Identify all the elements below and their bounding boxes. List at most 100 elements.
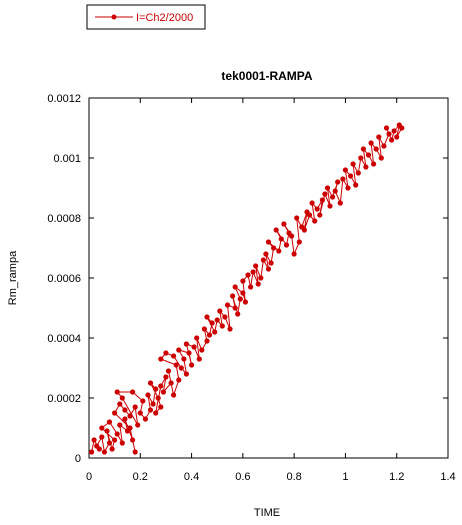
y-tick-label: 0.001 (53, 153, 81, 165)
data-point (232, 305, 238, 311)
data-point (381, 143, 387, 149)
data-point (106, 440, 113, 446)
data-point (199, 347, 205, 353)
data-point (94, 443, 100, 449)
y-tick-label: 0.0002 (47, 393, 81, 405)
data-point (130, 437, 136, 443)
data-point (147, 407, 154, 413)
x-tick-label: 0.6 (235, 471, 250, 483)
data-point (294, 215, 300, 221)
y-tick-label: 0.0006 (47, 273, 81, 285)
data-point (109, 446, 115, 452)
data-point (119, 395, 125, 401)
data-point (106, 419, 113, 425)
data-point (376, 134, 382, 140)
data-point (389, 137, 395, 143)
chart-title: tek0001-RAMPA (221, 69, 312, 83)
x-axis-label: TIME (254, 507, 280, 519)
data-point (340, 176, 346, 182)
data-point (224, 302, 231, 308)
data-point (273, 227, 279, 233)
data-point (278, 236, 284, 242)
data-point (230, 293, 236, 299)
data-point (147, 380, 154, 386)
data-point (237, 296, 243, 302)
data-point (268, 260, 274, 266)
data-point (168, 380, 174, 386)
data-point (91, 437, 97, 443)
data-point (317, 212, 323, 218)
data-point (301, 227, 307, 233)
data-point (183, 341, 189, 347)
data-point (119, 440, 125, 446)
data-point (371, 161, 377, 167)
data-point (214, 317, 220, 323)
data-point (360, 146, 366, 152)
data-point (242, 299, 248, 305)
x-tick-label: 0.8 (286, 471, 301, 483)
data-point (176, 377, 182, 383)
data-point (327, 203, 333, 209)
data-point (373, 146, 379, 152)
data-point (135, 422, 141, 428)
data-point (201, 326, 207, 332)
data-point (342, 167, 348, 173)
data-point (350, 161, 356, 167)
data-point (122, 407, 128, 413)
data-point (114, 389, 120, 395)
x-tick-label: 1 (342, 471, 348, 483)
data-point (322, 191, 328, 197)
y-axis-label: Rm_rampa (7, 250, 19, 305)
data-point (265, 266, 272, 272)
data-point (240, 278, 246, 284)
data-point (165, 368, 172, 374)
data-point (345, 185, 351, 191)
data-point (283, 242, 290, 248)
data-point (289, 233, 295, 239)
data-point (137, 410, 143, 416)
data-point (235, 311, 241, 317)
y-tick-label: 0.0012 (47, 93, 81, 105)
data-point (132, 449, 138, 455)
data-point (276, 248, 282, 254)
data-point (212, 329, 218, 335)
data-point (365, 152, 372, 158)
data-point (117, 422, 123, 428)
data-point (263, 251, 269, 257)
data-point (206, 332, 213, 338)
data-point (306, 212, 313, 218)
x-tick-label: 0.4 (184, 471, 199, 483)
data-point (112, 437, 118, 443)
data-point (158, 383, 164, 389)
legend: I=Ch2/2000 (86, 4, 206, 30)
data-point (171, 392, 177, 398)
data-point (265, 239, 272, 245)
data-point (89, 449, 95, 455)
data-point (260, 257, 266, 263)
data-point (250, 269, 256, 275)
data-point (99, 434, 105, 440)
y-tick-label: 0 (75, 453, 81, 465)
data-point (227, 326, 233, 332)
data-point (209, 320, 215, 326)
data-point (240, 290, 246, 296)
series-layer (89, 122, 405, 455)
data-point (358, 155, 364, 161)
data-point (319, 197, 325, 203)
data-point (158, 356, 164, 362)
data-point (330, 194, 336, 200)
y-tick-label: 0.0008 (47, 213, 81, 225)
data-point (145, 392, 151, 398)
data-point (189, 362, 195, 368)
data-point (258, 275, 264, 281)
data-point (127, 413, 133, 419)
data-point (176, 347, 182, 353)
y-tick-label: 0.0004 (47, 333, 81, 345)
data-point (104, 428, 110, 434)
data-point (399, 125, 405, 131)
data-point (368, 140, 374, 146)
data-point (353, 182, 359, 188)
data-point (324, 185, 331, 191)
x-tick-label: 1.2 (389, 471, 404, 483)
